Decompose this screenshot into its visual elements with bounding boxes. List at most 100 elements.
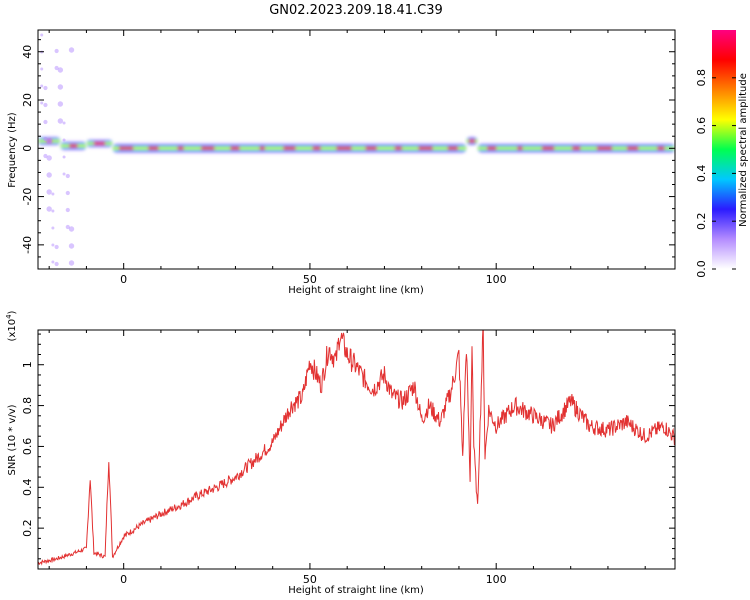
snr-ticks: 0 50 100 0.2 0.4 0.6 0.8 1 [21,330,675,586]
spectrogram-speckle [40,101,44,105]
spectrogram-peak [147,146,159,150]
spectrogram-x-tick-label: 0 [120,273,127,286]
spectrogram-speckle [57,67,64,73]
spectrogram-peak [259,146,266,150]
spectrogram-speckle [57,84,64,90]
spectrogram-speckle [57,101,64,107]
spectrogram-speckle [62,172,66,176]
spectrogram-image [38,33,675,267]
colorbar-tick-label: 0.4 [695,165,708,183]
snr-plot-area [38,330,675,569]
colorbar-ticks: 0.0 0.2 0.4 0.6 0.8 [695,69,736,278]
spectrogram-speckle [51,260,55,264]
spectrogram-peak [365,146,378,150]
spectrogram-speckle [43,102,48,108]
spectrogram-peak [486,146,497,150]
spectrogram-x-tick-label: 100 [486,273,507,286]
spectrogram-peak [596,146,613,150]
spectrogram-peak [93,141,106,145]
spectrogram-speckle [62,138,66,142]
spectrogram-peak [68,144,78,148]
spectrogram-peak [177,146,185,150]
spectrogram-speckle [51,209,55,213]
spectrogram-peak [312,146,322,150]
spectrogram-ticks: 0 50 100 -40 -20 0 20 40 [21,30,675,286]
colorbar-bar [712,30,736,269]
spectrogram-segment [60,141,87,151]
snr-y-tick-label: 0.6 [21,438,34,456]
spectrogram-peak [656,146,665,150]
spectrogram-frame [37,29,676,270]
spectrogram-segment [86,139,113,148]
spectrogram-y-tick-label: 20 [21,93,34,107]
spectrogram-y-tick-label: 40 [21,45,34,59]
snr-y-tick-label: 1 [21,361,34,368]
spectrogram-y-tick-label: -40 [21,236,34,254]
colorbar-tick-label: 0.2 [695,212,708,230]
colorbar-tick-label: 0.6 [695,117,708,135]
snr-panel: 0 50 100 0.2 0.4 0.6 0.8 1 Height of straight l… [5,310,676,596]
snr-y-tick-label: 0.2 [21,519,34,537]
spectrogram-peak [516,146,523,150]
spectrogram-speckle [68,243,75,249]
figure-title: GN02.2023.209.18.41.C39 [269,3,443,18]
colorbar-label: Normalized spectral amplitude [738,73,749,227]
spectrogram-speckle [68,226,75,232]
spectrogram-y-tick-label: -20 [21,188,34,206]
spectrogram-y-axis-label: Frequency (Hz) [7,112,18,188]
snr-x-axis-label: Height of straight line (km) [288,585,424,596]
spectrogram-y-tick-label: 0 [21,145,34,152]
snr-y-exponent-label: (x104) [5,310,18,341]
spectrogram-speckle [43,136,48,142]
snr-y-tick-label: 0.4 [21,479,34,497]
snr-y-axis-label: SNR (10 * v/v) [7,404,18,475]
spectrogram-speckle [54,48,59,54]
spectrogram-peak [230,146,241,150]
spectrogram-peak [418,146,434,150]
spectrogram-peak [394,146,403,150]
snr-x-tick-label: 100 [486,573,507,586]
spectrogram-peak [447,146,459,150]
spectrogram-speckle [65,173,70,179]
spectrogram-speckle [51,243,55,247]
colorbar-tick-label: 0.0 [695,260,708,278]
spectrogram-peak [282,146,296,150]
snr-frame [37,329,676,570]
spectrogram-speckle [46,206,52,212]
spectrogram-speckle [51,226,55,230]
spectrogram-segment [112,143,467,154]
spectrogram-speckle [51,192,55,196]
colorbar-tick-label: 0.8 [695,69,708,87]
snr-series-line [38,330,675,566]
spectrogram-speckle [54,244,59,250]
spectrogram-panel: 0 50 100 -40 -20 0 20 40 Height of straight lin… [7,29,676,296]
spectrogram-speckle [62,155,66,159]
spectrogram-speckle [68,260,75,266]
spectrogram-segment [477,143,675,154]
spectrogram-speckle [43,153,48,159]
spectrogram-x-tick-label: 50 [303,273,317,286]
spectrogram-speckle [43,85,48,91]
spectrogram-peak [468,139,476,143]
spectrogram-speckle [46,155,52,161]
spectrogram-peak [571,146,581,150]
spectrogram-speckle [40,84,44,88]
snr-x-tick-label: 0 [120,573,127,586]
spectrogram-speckle [40,33,44,37]
colorbar: 0.0 0.2 0.4 0.6 0.8 Normalized spectral ampl… [695,30,749,278]
spectrogram-speckle [65,207,70,213]
spectrogram-speckle [40,67,44,71]
snr-x-tick-label: 50 [303,573,317,586]
spectrogram-speckle [43,119,48,125]
spectrogram-segment [466,136,478,146]
spectrogram-x-axis-label: Height of straight line (km) [288,285,424,296]
spectrogram-speckle [46,138,52,144]
spectrogram-peak [118,146,134,150]
spectrogram-speckle [65,190,70,196]
spectrogram-speckle [54,65,59,71]
spectrogram-peak [200,146,215,150]
spectrogram-speckle [68,47,75,53]
spectrogram-peak [626,146,639,150]
spectrogram-peak [541,146,555,150]
